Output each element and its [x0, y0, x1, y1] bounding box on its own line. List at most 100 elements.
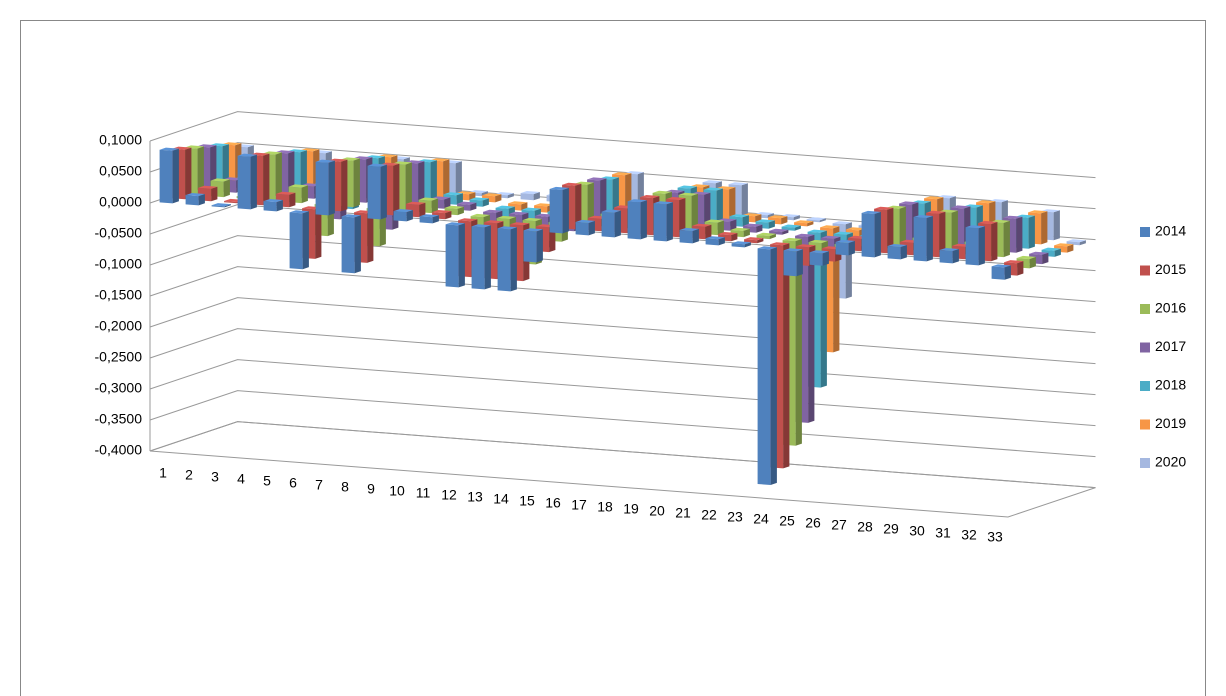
x-tick-label: 2 — [185, 467, 193, 483]
bar-side — [939, 211, 946, 258]
legend-swatch — [1140, 265, 1150, 276]
bar-group — [991, 264, 1011, 280]
bar-top — [522, 217, 542, 222]
bar-group — [263, 199, 283, 212]
x-tick-label: 12 — [441, 487, 457, 503]
bar-group — [419, 214, 439, 224]
x-tick-label: 16 — [545, 495, 561, 511]
bar-side — [887, 207, 894, 254]
bar-top — [495, 205, 515, 209]
bar-side — [275, 152, 282, 202]
bar-top — [978, 220, 998, 225]
legend-label: 2019 — [1155, 415, 1186, 431]
bar-top — [521, 207, 541, 211]
bar — [806, 219, 820, 223]
bar-group — [861, 210, 881, 258]
bar-top — [549, 186, 569, 190]
bar-side — [302, 211, 309, 270]
bar-side — [431, 198, 438, 214]
bar — [913, 217, 927, 262]
bar-top — [913, 215, 933, 218]
bar-top — [1066, 239, 1086, 243]
bar-side — [353, 158, 360, 208]
bar-top — [926, 210, 946, 214]
bar-top — [718, 232, 738, 236]
bar-top — [757, 246, 777, 250]
bar-side — [484, 225, 491, 290]
legend-label: 2016 — [1155, 300, 1186, 316]
bar-side — [289, 192, 296, 208]
bar — [315, 161, 329, 216]
bar-top — [770, 242, 790, 246]
bar-top — [809, 250, 829, 254]
bar — [419, 216, 433, 224]
bar-side — [819, 218, 826, 223]
bar-top — [729, 214, 749, 218]
bar-top — [445, 222, 465, 226]
bar-side — [782, 229, 789, 235]
bar-group — [835, 239, 855, 256]
bar-top — [731, 241, 751, 245]
bar-top — [702, 180, 722, 184]
bar-side — [991, 221, 998, 262]
bar-top — [444, 205, 464, 209]
bar-side — [185, 147, 192, 200]
bar-top — [483, 209, 503, 213]
bar-side — [588, 220, 595, 236]
bar-top — [185, 193, 205, 197]
bar-group — [757, 246, 777, 485]
bar-side — [704, 192, 711, 229]
bar-group — [627, 199, 647, 240]
bar-group — [679, 227, 699, 244]
bar-side — [393, 163, 400, 216]
bar-side — [263, 153, 270, 206]
bar-top — [510, 222, 530, 226]
x-tick-label: 29 — [883, 521, 899, 537]
bar-side — [367, 211, 374, 263]
bar-group — [601, 209, 621, 238]
y-tick-label: 0,0500 — [99, 163, 142, 179]
bar-top — [976, 200, 996, 204]
bar-side — [172, 148, 179, 204]
bar-group — [965, 225, 985, 266]
bar-side — [405, 162, 412, 212]
x-tick-label: 11 — [416, 485, 431, 501]
x-tick-label: 27 — [831, 517, 847, 533]
bar — [575, 222, 589, 236]
bar-side — [507, 193, 514, 199]
y-tick-label: -0,3500 — [95, 411, 143, 427]
bar — [497, 228, 511, 292]
bar-top — [653, 201, 673, 205]
bar-group — [913, 215, 933, 262]
bar-group — [497, 226, 517, 292]
bar-group — [211, 203, 231, 208]
bar — [809, 252, 823, 266]
bar-top — [744, 237, 764, 241]
bar-top — [703, 187, 723, 191]
bar-top — [783, 248, 803, 252]
bar — [523, 230, 537, 263]
bar-side — [951, 210, 958, 254]
bar-side — [770, 247, 777, 485]
grid-line — [149, 390, 1096, 458]
bar-group — [237, 153, 257, 210]
y-tick-label: -0,0500 — [95, 225, 143, 241]
bar-side — [743, 228, 750, 238]
bar-side — [445, 211, 452, 220]
bar — [757, 248, 771, 485]
legend-label: 2018 — [1155, 377, 1186, 393]
bar-top — [263, 199, 283, 203]
bar-side — [1054, 248, 1061, 257]
bar-side — [848, 240, 855, 256]
bar — [549, 189, 563, 234]
bar-top — [457, 201, 477, 205]
bar-top — [704, 219, 724, 223]
bar-side — [536, 229, 543, 263]
x-tick-label: 9 — [367, 481, 375, 497]
bar-side — [315, 207, 322, 259]
bar-side — [1079, 240, 1086, 246]
x-tick-label: 25 — [779, 513, 795, 529]
bar-side — [457, 206, 464, 216]
bar-top — [1003, 215, 1023, 219]
bar-top — [677, 185, 697, 189]
